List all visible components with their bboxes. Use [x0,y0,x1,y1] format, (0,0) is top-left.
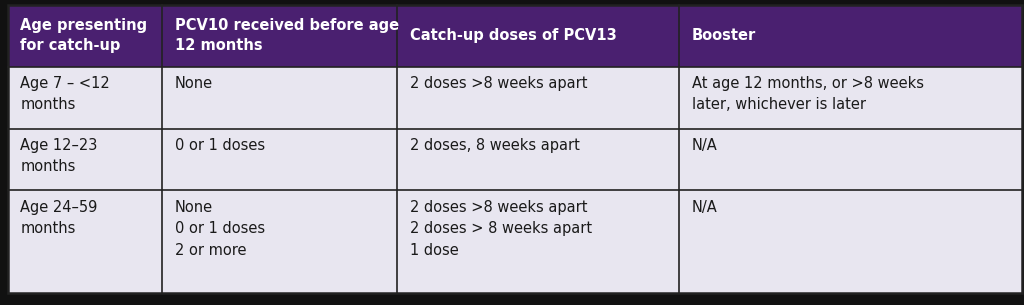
Text: Age presenting
for catch-up: Age presenting for catch-up [20,19,147,53]
Text: 2 doses >8 weeks apart: 2 doses >8 weeks apart [410,76,587,91]
Text: 2 doses, 8 weeks apart: 2 doses, 8 weeks apart [410,138,580,153]
Text: N/A: N/A [691,200,718,215]
Text: 0 or 1 doses: 0 or 1 doses [174,138,264,153]
Bar [8,66,1022,128]
Text: PCV10 received before age
12 months: PCV10 received before age 12 months [174,19,398,53]
Text: 2 doses >8 weeks apart
2 doses > 8 weeks apart
1 dose: 2 doses >8 weeks apart 2 doses > 8 weeks… [410,200,592,258]
Text: None
0 or 1 doses
2 or more: None 0 or 1 doses 2 or more [174,200,264,258]
Text: Age 12–23
months: Age 12–23 months [20,138,98,174]
Text: Catch-up doses of PCV13: Catch-up doses of PCV13 [410,28,616,43]
Text: Age 7 – <12
months: Age 7 – <12 months [20,76,111,112]
Text: None: None [174,76,213,91]
Text: Age 24–59
months: Age 24–59 months [20,200,98,236]
Bar [8,5,1022,66]
Text: N/A: N/A [691,138,718,153]
Text: Booster: Booster [691,28,756,43]
Text: At age 12 months, or >8 weeks
later, whichever is later: At age 12 months, or >8 weeks later, whi… [691,76,924,112]
Bar [8,191,1022,293]
Bar [8,128,1022,191]
